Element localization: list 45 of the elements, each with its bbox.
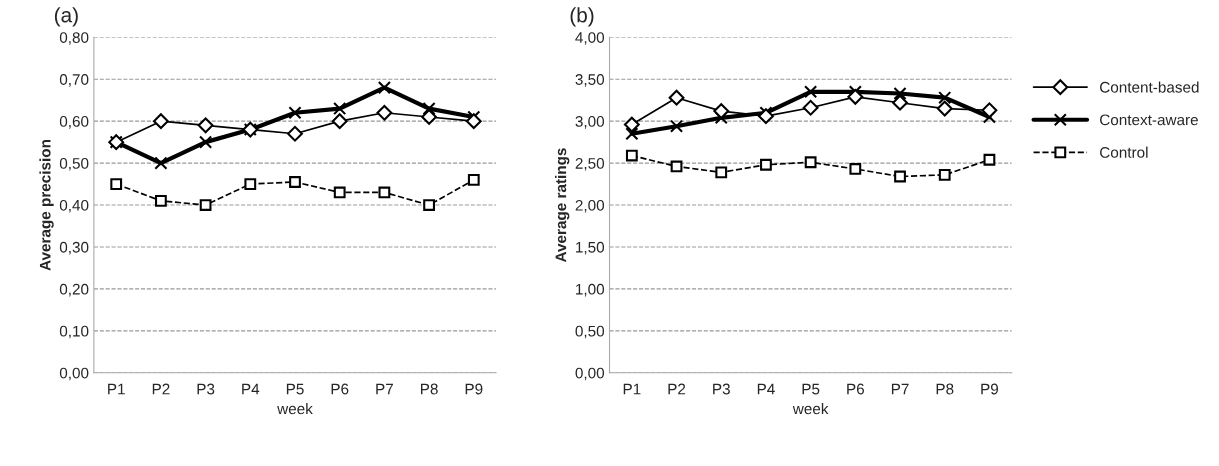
- y-tick-label: 1,50: [576, 241, 605, 255]
- x-tick-label: P3: [713, 383, 730, 395]
- y-tick-label: 0,20: [59, 283, 89, 297]
- y-tick-label: 0,00: [575, 367, 605, 381]
- x-tick-label: P5: [802, 383, 820, 395]
- y-tick-label: 4,00: [575, 32, 605, 45]
- legend-label: Content-based: [1100, 81, 1199, 93]
- y-tick-label: 3,00: [575, 116, 605, 129]
- y-tick-label: 0,60: [59, 116, 89, 129]
- x-tick-label: P7: [891, 383, 909, 395]
- y-tick-label: 0,50: [59, 157, 89, 171]
- x-tick-label: P4: [757, 383, 775, 395]
- y-tick-label: 3,50: [575, 74, 605, 87]
- x-tick-label: P3: [197, 383, 215, 395]
- x-tick-label: P5: [286, 383, 304, 395]
- x-tick-label: P7: [376, 383, 393, 395]
- x-tick-label: P2: [152, 383, 170, 395]
- y-tick-label: 0,40: [59, 199, 89, 213]
- x-tick-label: P6: [331, 383, 349, 395]
- legend-label: Context-aware: [1100, 114, 1198, 126]
- x-axis-title: week: [277, 403, 313, 415]
- chart-title: (b): [570, 7, 594, 27]
- y-tick-label: 0,70: [59, 74, 89, 87]
- x-tick-label: P8: [936, 383, 954, 395]
- x-tick-label: P9: [981, 383, 999, 395]
- x-tick-label: P2: [668, 383, 686, 395]
- y-tick-label: 2,50: [575, 157, 605, 171]
- y-tick-label: 0,30: [59, 241, 89, 255]
- y-tick-label: 0,80: [59, 32, 89, 45]
- legend-label: Control: [1100, 146, 1148, 158]
- y-tick-label: 0,10: [59, 325, 89, 339]
- x-tick-label: P4: [242, 383, 260, 395]
- x-tick-label: P1: [108, 383, 125, 395]
- y-tick-label: 2,00: [575, 199, 605, 213]
- y-tick-label: 0,00: [59, 367, 89, 381]
- x-tick-label: P8: [421, 383, 438, 395]
- y-axis-title: Average ratings: [555, 148, 570, 263]
- x-tick-label: P9: [465, 383, 483, 395]
- y-axis-title: Average precision: [39, 140, 54, 271]
- chart-title: (a): [54, 7, 78, 27]
- x-axis-title: week: [792, 403, 829, 415]
- y-tick-label: 1,00: [576, 283, 605, 297]
- x-tick-label: P1: [623, 383, 641, 395]
- y-tick-label: 0,50: [575, 325, 605, 339]
- x-tick-label: P6: [847, 383, 864, 395]
